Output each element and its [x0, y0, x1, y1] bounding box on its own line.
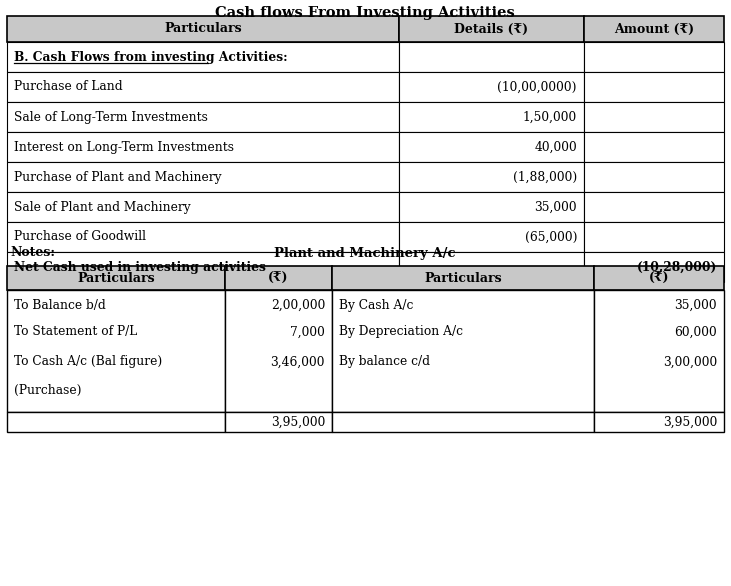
Bar — [594, 266, 724, 290]
Text: By Depreciation A/c: By Depreciation A/c — [339, 325, 463, 339]
Bar — [7, 252, 399, 282]
Text: 60,000: 60,000 — [674, 325, 717, 339]
Bar — [584, 102, 724, 132]
Bar — [7, 72, 399, 102]
Text: Purchase of Goodwill: Purchase of Goodwill — [14, 230, 146, 244]
Bar — [584, 162, 724, 192]
Text: By balance c/d: By balance c/d — [339, 356, 430, 369]
Bar — [7, 102, 399, 132]
Text: 7,000: 7,000 — [290, 325, 325, 339]
Text: 40,000: 40,000 — [534, 141, 577, 154]
Text: (₹): (₹) — [648, 271, 670, 284]
Bar — [584, 72, 724, 102]
Bar — [7, 162, 399, 192]
Bar — [332, 290, 594, 412]
Text: Purchase of Land: Purchase of Land — [14, 80, 123, 94]
Bar — [399, 72, 584, 102]
Text: (₹): (₹) — [268, 271, 289, 284]
Text: (10,00,0000): (10,00,0000) — [498, 80, 577, 94]
Bar — [594, 290, 724, 412]
Text: To Balance b/d: To Balance b/d — [14, 298, 106, 312]
Bar — [7, 222, 399, 252]
Bar — [332, 412, 594, 432]
Text: 3,95,000: 3,95,000 — [270, 415, 325, 428]
Bar — [399, 252, 584, 282]
Bar — [7, 412, 225, 432]
Text: Interest on Long-Term Investments: Interest on Long-Term Investments — [14, 141, 234, 154]
Text: 35,000: 35,000 — [675, 298, 717, 312]
Bar — [332, 266, 594, 290]
Text: (10,28,000): (10,28,000) — [637, 261, 717, 274]
Bar — [7, 42, 399, 72]
Text: Details (₹): Details (₹) — [455, 22, 529, 36]
Bar — [225, 412, 332, 432]
Text: To Cash A/c (Bal figure): To Cash A/c (Bal figure) — [14, 356, 162, 369]
Bar — [399, 16, 584, 42]
Text: 35,000: 35,000 — [534, 200, 577, 213]
Text: 3,00,000: 3,00,000 — [663, 356, 717, 369]
Text: Particulars: Particulars — [424, 271, 501, 284]
Bar — [399, 102, 584, 132]
Text: By Cash A/c: By Cash A/c — [339, 298, 413, 312]
Bar — [225, 290, 332, 412]
Text: B. Cash Flows from investing Activities:: B. Cash Flows from investing Activities: — [14, 50, 287, 63]
Bar — [7, 266, 225, 290]
Text: 3,46,000: 3,46,000 — [270, 356, 325, 369]
Text: Purchase of Plant and Machinery: Purchase of Plant and Machinery — [14, 171, 221, 183]
Bar — [399, 132, 584, 162]
Bar — [7, 132, 399, 162]
Text: (Purchase): (Purchase) — [14, 383, 81, 397]
Bar — [399, 192, 584, 222]
Bar — [584, 222, 724, 252]
Bar — [584, 16, 724, 42]
Text: Plant and Machinery A/c: Plant and Machinery A/c — [274, 247, 455, 260]
Text: To Statement of P/L: To Statement of P/L — [14, 325, 137, 339]
Bar — [584, 132, 724, 162]
Bar — [7, 16, 399, 42]
Text: Notes:: Notes: — [10, 247, 55, 260]
Text: Particulars: Particulars — [164, 22, 242, 36]
Bar — [584, 42, 724, 72]
Text: Sale of Plant and Machinery: Sale of Plant and Machinery — [14, 200, 191, 213]
Bar — [399, 42, 584, 72]
Text: 1,50,000: 1,50,000 — [523, 111, 577, 124]
Bar — [584, 192, 724, 222]
Text: (65,000): (65,000) — [525, 230, 577, 244]
Text: 2,00,000: 2,00,000 — [270, 298, 325, 312]
Text: Particulars: Particulars — [77, 271, 155, 284]
Bar — [399, 222, 584, 252]
Bar — [7, 290, 225, 412]
Text: Cash flows From Investing Activities: Cash flows From Investing Activities — [215, 6, 515, 20]
Bar — [399, 162, 584, 192]
Text: 3,95,000: 3,95,000 — [662, 415, 717, 428]
Text: (1,88,000): (1,88,000) — [512, 171, 577, 183]
Text: Net Cash used in investing activities: Net Cash used in investing activities — [14, 261, 266, 274]
Text: Amount (₹): Amount (₹) — [614, 22, 694, 36]
Bar — [225, 266, 332, 290]
Bar — [584, 252, 724, 282]
Text: Sale of Long-Term Investments: Sale of Long-Term Investments — [14, 111, 208, 124]
Bar — [594, 412, 724, 432]
Bar — [7, 192, 399, 222]
